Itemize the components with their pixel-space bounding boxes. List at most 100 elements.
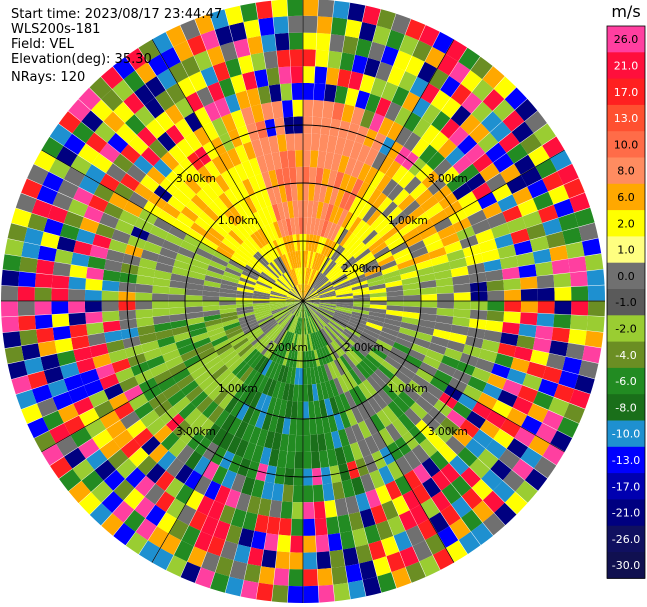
velocity-gate xyxy=(242,178,256,197)
velocity-gate xyxy=(165,25,187,47)
velocity-gate xyxy=(303,368,308,385)
velocity-gate xyxy=(554,301,572,315)
velocity-gate xyxy=(368,540,386,561)
velocity-gate xyxy=(101,290,119,301)
velocity-gate xyxy=(315,311,330,324)
velocity-gate xyxy=(210,572,230,593)
velocity-gate xyxy=(347,270,365,281)
velocity-gate xyxy=(189,510,208,531)
velocity-gate xyxy=(384,318,402,327)
velocity-gate xyxy=(477,191,498,210)
velocity-gate xyxy=(91,153,113,174)
velocity-gate xyxy=(106,163,127,183)
velocity-gate xyxy=(334,309,352,317)
velocity-gate xyxy=(534,456,557,479)
velocity-gate xyxy=(304,267,309,285)
velocity-gate xyxy=(235,301,253,305)
velocity-gate xyxy=(88,194,109,213)
velocity-gate xyxy=(241,476,256,496)
velocity-gate xyxy=(348,348,363,364)
velocity-gate xyxy=(289,350,296,368)
velocity-gate xyxy=(157,376,177,393)
velocity-gate xyxy=(19,329,38,346)
velocity-gate xyxy=(319,304,336,310)
velocity-gate xyxy=(448,126,469,147)
velocity-gate xyxy=(221,350,238,365)
colorbar-bin xyxy=(607,394,645,421)
velocity-gate xyxy=(99,212,119,229)
velocity-gate xyxy=(73,187,94,206)
velocity-gate xyxy=(296,183,303,201)
range-ring-label: 3.00km xyxy=(176,426,216,438)
field-text: Field: VEL xyxy=(11,37,74,52)
velocity-gate xyxy=(134,401,154,420)
velocity-gate xyxy=(518,323,537,338)
velocity-gate xyxy=(377,388,393,406)
velocity-gate xyxy=(522,373,543,391)
velocity-gate xyxy=(241,270,259,281)
velocity-gate xyxy=(221,315,239,323)
velocity-gate xyxy=(316,255,326,272)
velocity-gate xyxy=(275,347,285,364)
velocity-gate xyxy=(99,373,120,390)
velocity-gate xyxy=(257,209,269,227)
velocity-gate xyxy=(153,217,173,233)
velocity-gate xyxy=(111,229,131,244)
velocity-gate xyxy=(520,312,538,326)
velocity-gate xyxy=(381,500,399,521)
velocity-gate xyxy=(215,368,232,384)
velocity-gate xyxy=(422,355,441,370)
velocity-gate xyxy=(432,261,451,273)
velocity-gate xyxy=(76,357,96,374)
velocity-gate xyxy=(292,234,298,252)
velocity-gate xyxy=(429,131,449,152)
velocity-gate xyxy=(342,444,355,463)
velocity-gate xyxy=(285,349,293,367)
velocity-gate xyxy=(138,39,160,62)
velocity-gate xyxy=(386,301,404,307)
velocity-gate xyxy=(77,143,100,164)
velocity-gate xyxy=(381,81,399,102)
velocity-gate xyxy=(303,301,317,312)
velocity-gate xyxy=(204,232,222,247)
velocity-gate xyxy=(190,170,208,189)
velocity-gate xyxy=(303,569,318,587)
velocity-gate xyxy=(266,187,277,206)
velocity-gate xyxy=(303,301,309,318)
velocity-gate xyxy=(282,100,294,118)
velocity-gate xyxy=(357,163,372,182)
velocity-gate xyxy=(339,393,351,411)
velocity-gate xyxy=(303,301,310,317)
velocity-gate xyxy=(202,121,219,142)
velocity-gate xyxy=(460,70,483,93)
velocity-gate xyxy=(342,138,355,158)
velocity-gate xyxy=(290,367,296,385)
velocity-gate xyxy=(373,246,391,259)
velocity-gate xyxy=(425,383,444,400)
velocity-gate xyxy=(255,0,273,20)
velocity-gate xyxy=(289,32,303,50)
velocity-gate xyxy=(324,84,337,103)
velocity-gate xyxy=(343,261,360,274)
velocity-gate xyxy=(285,133,295,151)
velocity-gate xyxy=(125,48,148,71)
velocity-gate xyxy=(486,310,505,322)
velocity-gate xyxy=(200,66,219,87)
velocity-gate xyxy=(152,285,170,294)
velocity-gate xyxy=(337,514,352,533)
velocity-gate xyxy=(497,342,517,358)
velocity-gate xyxy=(419,555,441,577)
velocity-gate xyxy=(374,218,391,234)
velocity-gate xyxy=(78,492,102,515)
velocity-gate xyxy=(219,292,237,298)
velocity-gate xyxy=(288,301,303,311)
velocity-gate xyxy=(230,255,247,268)
velocity-gate xyxy=(303,585,319,603)
velocity-gate xyxy=(348,216,362,234)
velocity-gate xyxy=(467,209,487,226)
velocity-gate xyxy=(485,320,504,333)
velocity-gate xyxy=(281,273,294,288)
velocity-gate xyxy=(403,132,422,152)
velocity-gate xyxy=(323,186,334,204)
velocity-gate xyxy=(185,301,203,308)
